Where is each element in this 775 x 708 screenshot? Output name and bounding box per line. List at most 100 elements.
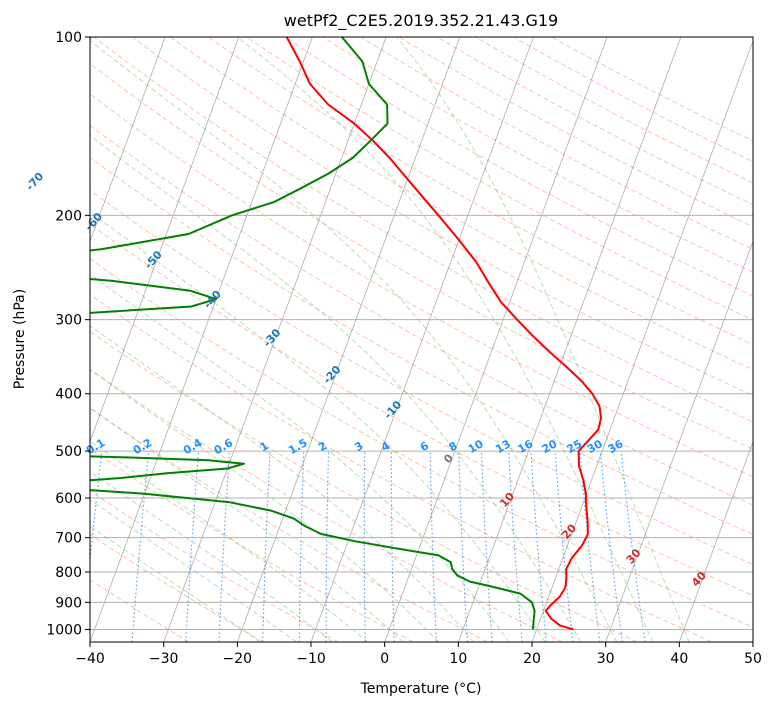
- x-tick-label: 10: [449, 651, 467, 667]
- mixing-ratio-label: 10: [466, 437, 486, 456]
- dry-adiabat-line: [170, 37, 753, 371]
- moist-adiabat-line: [396, 37, 690, 642]
- isotherm-label: -70: [23, 170, 46, 194]
- mixing-ratio-label: 0.1: [84, 436, 107, 457]
- dry-adiabat-line: [90, 223, 753, 597]
- dry-adiabat-line: [284, 37, 753, 297]
- moist-adiabat-line: [90, 499, 297, 642]
- isotherm-line: [310, 37, 534, 642]
- x-tick-label: −10: [296, 651, 326, 667]
- moist-adiabat-line: [90, 470, 333, 642]
- dry-adiabat-line: [90, 63, 753, 450]
- dry-adiabat-line: [93, 37, 753, 423]
- moist-adiabat-line: [237, 37, 654, 642]
- isotherm-line: [605, 240, 753, 642]
- mixing-ratio-label: 0.4: [181, 436, 205, 457]
- isotherm-line: [236, 37, 461, 642]
- x-axis-label: Temperature (°C): [360, 681, 482, 697]
- mixing-ratio-line: [429, 451, 437, 642]
- y-axis: 100 200 300 400 500 600 700 800 900 1000: [46, 30, 90, 638]
- mixing-ratio-label: 6: [418, 439, 431, 454]
- isotherm-label: -10: [381, 398, 404, 422]
- moist-adiabat-line: [90, 440, 369, 642]
- mixing-ratio-label: 20: [540, 437, 560, 456]
- moist-adiabat-line: [90, 406, 404, 642]
- dry-adiabat-line: [90, 258, 753, 628]
- dry-adiabat-line: [90, 189, 753, 566]
- dry-adiabat-line: [246, 37, 753, 321]
- moist-adiabat-line: [90, 325, 475, 642]
- dry-adiabat-line: [131, 37, 753, 397]
- y-tick-label: 600: [55, 491, 82, 507]
- mixing-ratio-line: [218, 451, 230, 642]
- moist-adiabat-line: [90, 273, 510, 642]
- dry-adiabat-line: [90, 124, 753, 506]
- mixing-ratio-line: [530, 451, 547, 642]
- dry-adiabat-line: [90, 490, 339, 642]
- x-axis: −40 −30 −20 −10 0 10 20 30 40 50: [75, 642, 762, 667]
- chart-title: wetPf2_C2E5.2019.352.21.43.G19: [284, 11, 558, 31]
- isotherm-label: -40: [201, 288, 224, 312]
- mixing-ratio-line: [185, 451, 200, 642]
- grid-lines: [90, 37, 753, 642]
- x-tick-label: 30: [597, 651, 615, 667]
- mixing-ratio-label: 8: [446, 439, 459, 454]
- isotherm-line: [384, 37, 608, 642]
- dry-adiabat-line: [90, 578, 190, 642]
- mixing-ratio-label: 25: [564, 437, 584, 456]
- mixing-ratio-line: [620, 451, 646, 642]
- mixing-ratio-label: 0.6: [212, 436, 236, 457]
- dry-adiabat-line: [90, 533, 264, 642]
- moist-adiabat-line: [90, 368, 439, 642]
- sounding-traces: [90, 37, 602, 631]
- dry-adiabat-line: [90, 330, 638, 642]
- y-tick-label: 700: [55, 531, 82, 547]
- y-tick-label: 100: [55, 30, 82, 46]
- moist-adiabat-line: [90, 134, 582, 642]
- isotherm-line: [163, 37, 387, 642]
- y-tick-label: 200: [55, 208, 82, 224]
- mixing-ratio-label: 2: [316, 439, 329, 454]
- moist-adiabat-line: [90, 211, 546, 642]
- isotherm-line: [678, 440, 753, 642]
- dewpoint-trace: [90, 37, 536, 630]
- isotherm-label: -60: [82, 210, 105, 234]
- y-tick-label: 1000: [46, 622, 82, 638]
- y-tick-label: 500: [55, 444, 82, 460]
- mixing-ratio-label: 3: [352, 439, 365, 454]
- x-tick-label: −30: [149, 651, 179, 667]
- dry-adiabat-line: [360, 37, 753, 250]
- isotherm-line: [90, 37, 166, 243]
- moist-adiabat-line: [90, 525, 261, 642]
- x-tick-label: 20: [523, 651, 541, 667]
- isobar-lines: [90, 36, 753, 630]
- isotherm-line: [457, 37, 682, 642]
- isotherm-label: -50: [142, 248, 165, 272]
- isotherm-line: [90, 37, 240, 443]
- isotherm-line: [531, 39, 753, 642]
- x-tick-label: −20: [223, 651, 253, 667]
- x-tick-label: 50: [744, 651, 762, 667]
- isotherm-line: [90, 37, 313, 642]
- mixing-ratio-line: [390, 451, 395, 642]
- dry-adiabat-line: [513, 37, 753, 163]
- mixing-ratio-label: 13: [493, 437, 513, 456]
- y-tick-label: 800: [55, 565, 82, 581]
- mixing-ratio-line: [599, 451, 623, 642]
- isotherm-line: [752, 640, 753, 642]
- mixing-ratio-label: 1: [258, 439, 271, 454]
- mixing-ratio-line: [579, 451, 601, 642]
- isotherm-label: -20: [321, 363, 344, 387]
- plot-frame: [89, 36, 754, 643]
- dry-adiabat-line: [90, 368, 563, 642]
- mixing-ratio-line: [325, 451, 330, 642]
- mixing-ratio-label: 36: [606, 437, 626, 456]
- isotherm-label: -30: [261, 326, 284, 350]
- y-axis-label: Pressure (hPa): [12, 289, 28, 389]
- x-tick-label: 0: [380, 651, 389, 667]
- mixing-ratio-line: [262, 451, 271, 642]
- y-tick-label: 900: [55, 595, 82, 611]
- y-tick-label: 300: [55, 313, 82, 329]
- dry-adiabat-line: [436, 37, 753, 206]
